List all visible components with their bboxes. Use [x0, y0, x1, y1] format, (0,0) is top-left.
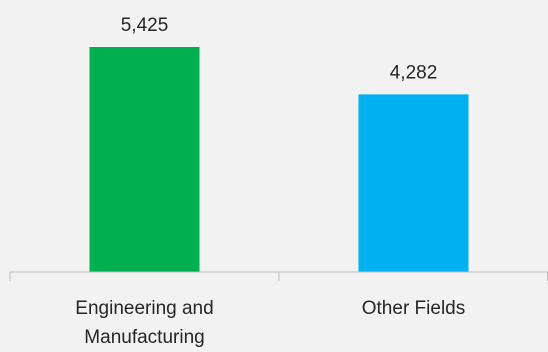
bars-group — [89, 47, 469, 273]
x-tick-label-other-fields-line-1: Other Fields — [362, 298, 465, 319]
value-labels-group: 5,425 4,282 — [121, 15, 438, 83]
x-tick-label-engineering-and-manufacturing-line-1: Engineering and — [75, 298, 213, 319]
data-label-engineering-and-manufacturing: 5,425 — [121, 15, 169, 36]
bar-other-fields — [358, 94, 469, 273]
bar-engineering-and-manufacturing — [89, 47, 200, 272]
x-tick-labels-group: Engineering and Manufacturing Other Fields — [75, 298, 465, 348]
x-tick-label-engineering-and-manufacturing-line-2: Manufacturing — [84, 327, 204, 348]
data-label-other-fields: 4,282 — [390, 62, 438, 83]
